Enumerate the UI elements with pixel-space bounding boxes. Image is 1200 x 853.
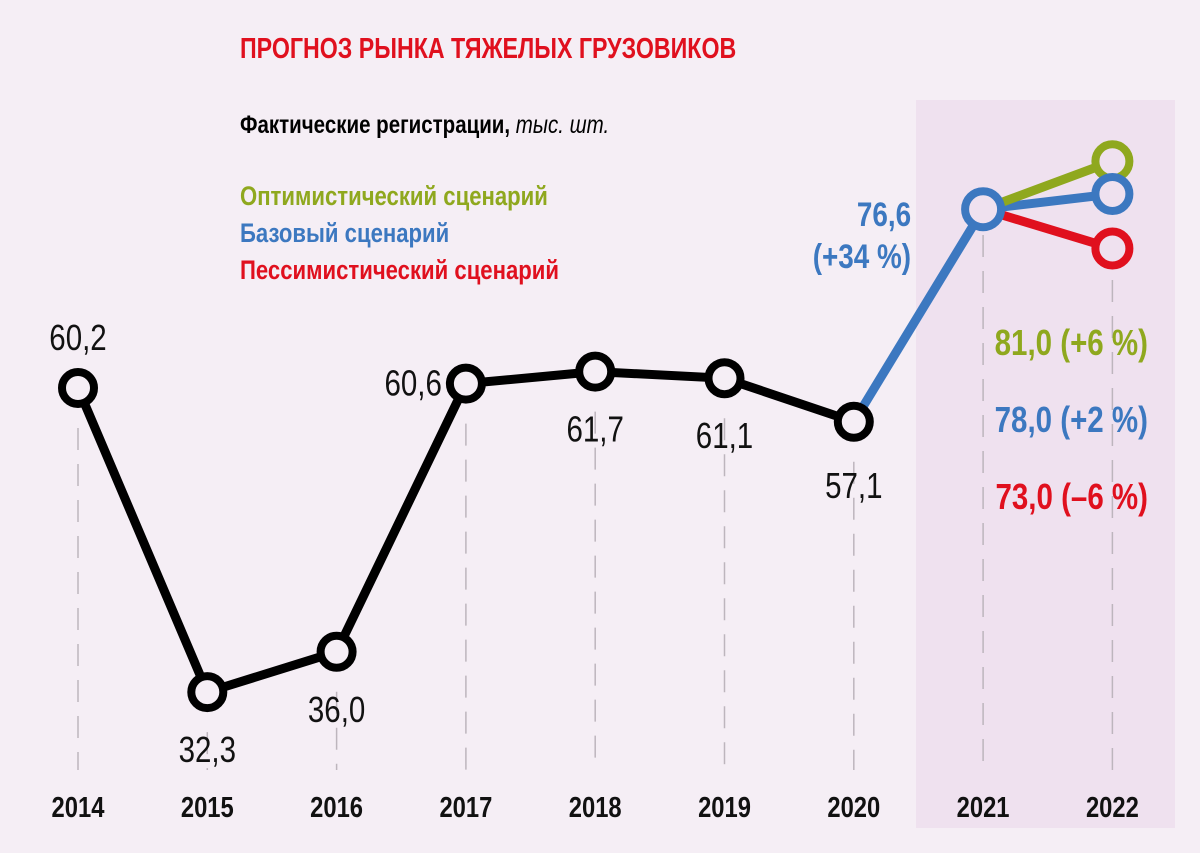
data-label: 32,3 — [179, 729, 236, 769]
data-point-marker — [187, 672, 228, 713]
data-label: 36,0 — [308, 689, 365, 729]
data-point-marker — [58, 368, 98, 408]
subtitle-units: тыс. шт. — [516, 110, 609, 138]
scenario-label: 81,0 (+6 %) — [995, 322, 1148, 362]
scenario-marker — [1091, 227, 1134, 270]
x-tick-label: 2017 — [439, 791, 492, 824]
scenario-label: 78,0 (+2 %) — [995, 399, 1148, 439]
guide-lines — [77, 235, 1114, 770]
x-tick-label: 2019 — [698, 791, 751, 824]
scenario-line — [981, 204, 1114, 253]
subtitle-bold: Фактические регистрации, — [240, 110, 510, 138]
data-point-marker — [445, 363, 486, 404]
data-point-marker — [833, 401, 874, 442]
forecast-2021-marker — [961, 187, 1006, 232]
data-point-marker — [316, 631, 357, 672]
scenario-label: 73,0 (–6 %) — [995, 476, 1148, 516]
x-tick-label: 2015 — [181, 791, 234, 824]
data-points — [58, 140, 1134, 713]
data-label: 57,1 — [825, 465, 882, 505]
legend-item: Оптимистический сценарий — [240, 182, 548, 212]
data-label: 60,2 — [49, 317, 106, 357]
legend-item: Пессимистический сценарий — [240, 256, 559, 286]
chart-title: ПРОГНОЗ РЫНКА ТЯЖЕЛЫХ ГРУЗОВИКОВ — [240, 31, 736, 64]
legend-item: Базовый сценарий — [240, 219, 449, 249]
data-point-marker — [575, 351, 616, 392]
forecast-2021-line — [849, 206, 987, 425]
x-axis-labels: 2014 2015 2016 2017 2018 2019 2020 2021 2022 — [52, 791, 1139, 824]
forecast-region — [916, 100, 1175, 828]
data-labels: 60,2 32,3 36,0 60,6 61,7 61,1 57,1 76,6 (+34 %) 8… — [49, 196, 1148, 770]
x-tick-label: 2016 — [310, 791, 363, 824]
chart-subtitle: Фактические регистрации, тыс. шт. — [240, 110, 609, 138]
x-tick-label: 2022 — [1086, 791, 1139, 824]
scenario-marker — [1091, 172, 1134, 215]
x-tick-label: 2014 — [52, 791, 105, 824]
forecast-2021-value: 76,6 — [857, 196, 911, 234]
data-label: 61,1 — [696, 415, 753, 455]
x-tick-label: 2020 — [827, 791, 880, 824]
forecast-2021-change: (+34 %) — [813, 238, 911, 276]
data-label: 61,7 — [566, 409, 623, 449]
data-point-marker — [704, 358, 745, 399]
x-tick-label: 2018 — [569, 791, 622, 824]
scenario-line — [981, 157, 1114, 214]
x-tick-label: 2021 — [957, 791, 1010, 824]
data-label: 60,6 — [384, 363, 441, 403]
legend: Оптимистический сценарий Базовый сценарий… — [240, 182, 559, 286]
